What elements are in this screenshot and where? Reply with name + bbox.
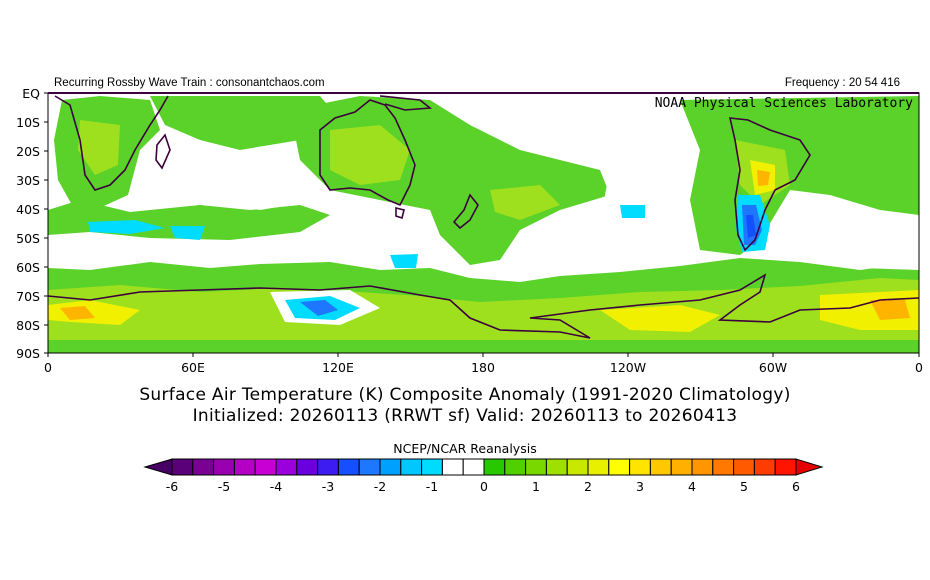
lon-label-0-end: 0 — [915, 360, 923, 375]
colorbar-tick-label: 1 — [532, 479, 540, 494]
lat-label-40s: 40S — [16, 202, 40, 217]
colorbar-swatch — [275, 458, 298, 476]
lat-label-50s: 50S — [16, 231, 40, 246]
attribution-text: Recurring Rossby Wave Train : consonantc… — [54, 77, 325, 89]
colorbar-swatch — [733, 458, 755, 476]
title-line-2: Initialized: 20260113 (RRWT sf) Valid: 2… — [192, 406, 738, 426]
colorbar-swatch — [171, 458, 194, 476]
colorbar-swatch — [317, 458, 339, 476]
colorbar-tick-label: 2 — [584, 479, 592, 494]
colorbar-tick-label: -5 — [217, 479, 231, 494]
colorbar-tick-label: -3 — [321, 479, 335, 494]
lat-label-90s: 90S — [16, 346, 40, 361]
lon-label-120w: 120W — [609, 360, 647, 375]
colorbar-swatch — [483, 458, 506, 476]
anomaly-cold-indian-ocean — [88, 220, 165, 234]
lat-label-10s: 10S — [16, 115, 40, 130]
colorbar-swatch — [649, 458, 672, 476]
colorbar-swatch — [358, 458, 381, 476]
colorbar-tick-label: -6 — [165, 479, 179, 494]
colorbar-swatch — [296, 458, 319, 476]
colorbar-swatch — [691, 458, 714, 476]
colorbar-swatch — [379, 458, 402, 476]
colorbar-swatch — [504, 458, 527, 476]
source-label: NCEP/NCAR Reanalysis — [393, 441, 537, 456]
colorbar-swatch — [525, 458, 547, 476]
lon-label-180: 180 — [471, 360, 495, 375]
colorbar-swatch — [441, 458, 464, 476]
lat-label-80s: 80S — [16, 318, 40, 333]
lat-label-70s: 70S — [16, 289, 40, 304]
colorbar-swatch — [587, 458, 610, 476]
colorbar-swatch — [566, 458, 589, 476]
colorbar-tick-label: 4 — [688, 479, 696, 494]
colorbar-underflow-arrow — [143, 458, 173, 476]
colorbar-swatch — [254, 458, 277, 476]
colorbar-swatch — [774, 458, 797, 476]
colorbar-swatch — [545, 458, 568, 476]
lon-label-60e: 60E — [181, 360, 205, 375]
colorbar-tick-label: 3 — [636, 479, 644, 494]
colorbar-tick-label: 6 — [792, 479, 800, 494]
colorbar-swatch — [629, 458, 651, 476]
lon-label-60w: 60W — [758, 360, 788, 375]
colorbar-swatch — [213, 458, 235, 476]
colorbar-swatch — [192, 458, 215, 476]
lon-label-120e: 120E — [322, 360, 354, 375]
lat-label-eq: EQ — [22, 86, 40, 101]
lon-label-0: 0 — [44, 360, 52, 375]
frequency-text: Frequency : 20 54 416 — [784, 77, 900, 89]
lat-label-30s: 30S — [16, 173, 40, 188]
colorbar-tick-label: -4 — [269, 479, 283, 494]
colorbar-swatch — [400, 458, 423, 476]
colorbar-swatch — [462, 458, 485, 476]
colorbar-tick-label: -2 — [373, 479, 387, 494]
colorbar-swatch — [670, 458, 693, 476]
colorbar-swatch — [421, 458, 443, 476]
colorbar-swatch — [233, 458, 256, 476]
lat-label-20s: 20S — [16, 144, 40, 159]
title-line-1: Surface Air Temperature (K) Composite An… — [139, 385, 791, 405]
colorbar-swatch — [753, 458, 776, 476]
colorbar-swatch — [337, 458, 360, 476]
lat-label-60s: 60S — [16, 260, 40, 275]
colorbar-tick-label: 5 — [740, 479, 748, 494]
colorbar-swatch — [608, 458, 631, 476]
colorbar-swatch — [712, 458, 735, 476]
colorbar-tick-label: -1 — [425, 479, 439, 494]
colorbar-tick-label: 0 — [480, 479, 488, 494]
coastlines — [48, 95, 919, 339]
colorbar-overflow-arrow — [795, 458, 824, 476]
lab-label: NOAA Physical Sciences Laboratory — [654, 96, 913, 111]
